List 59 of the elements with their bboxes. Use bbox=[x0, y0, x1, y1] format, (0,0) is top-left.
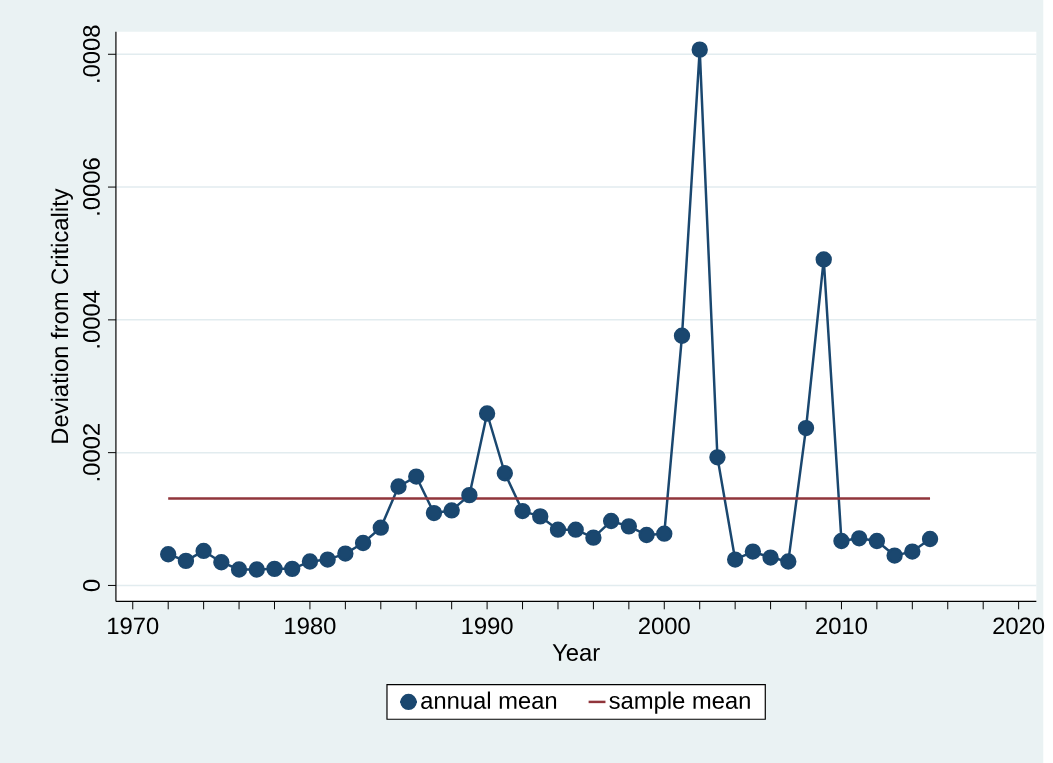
point bbox=[868, 532, 886, 550]
point bbox=[266, 560, 283, 578]
point bbox=[726, 551, 744, 568]
point bbox=[886, 547, 903, 564]
point bbox=[195, 542, 212, 560]
legend-label: annual mean bbox=[421, 691, 557, 710]
x-tick-label: 1970 bbox=[108, 617, 159, 635]
point bbox=[815, 251, 832, 268]
point bbox=[656, 525, 673, 542]
point bbox=[301, 553, 319, 570]
point bbox=[744, 543, 762, 560]
point bbox=[230, 561, 248, 578]
x-tick-label: 1990 bbox=[462, 617, 513, 635]
point bbox=[567, 521, 584, 538]
point bbox=[691, 41, 708, 58]
point bbox=[496, 465, 513, 482]
point bbox=[425, 504, 443, 522]
point bbox=[620, 518, 638, 535]
point bbox=[780, 553, 797, 570]
x-tick-label: 2010 bbox=[816, 617, 867, 635]
point bbox=[585, 529, 602, 546]
y-tick-label: .0004 bbox=[83, 290, 100, 348]
x-tick-label: 2000 bbox=[639, 617, 690, 635]
x-tick-label: 1980 bbox=[285, 617, 336, 635]
point bbox=[248, 561, 265, 578]
point bbox=[408, 468, 425, 485]
point bbox=[284, 560, 301, 578]
point bbox=[443, 502, 460, 519]
x-axis-title: Year bbox=[552, 644, 600, 662]
point bbox=[213, 554, 230, 571]
x-tick-label: 2020 bbox=[993, 617, 1045, 635]
y-axis-title: Deviation from Criticality bbox=[50, 188, 73, 443]
point bbox=[709, 449, 726, 466]
point bbox=[602, 512, 620, 530]
point bbox=[762, 549, 779, 566]
point bbox=[177, 552, 195, 570]
point bbox=[549, 521, 567, 538]
point bbox=[532, 508, 549, 525]
point bbox=[797, 419, 815, 437]
point bbox=[638, 526, 655, 544]
point bbox=[354, 534, 372, 552]
point bbox=[478, 405, 496, 422]
point bbox=[921, 530, 939, 548]
point bbox=[337, 545, 354, 562]
point bbox=[904, 543, 921, 560]
y-tick-label: .0006 bbox=[83, 158, 100, 215]
point bbox=[461, 487, 478, 504]
point bbox=[673, 327, 691, 345]
point bbox=[851, 530, 868, 547]
point bbox=[372, 519, 389, 536]
point bbox=[319, 551, 336, 568]
y-tick-label: 0 bbox=[83, 579, 100, 592]
legend-label: sample mean bbox=[609, 691, 750, 714]
point bbox=[160, 546, 177, 563]
point bbox=[833, 532, 850, 550]
y-tick-label: .0008 bbox=[83, 25, 100, 82]
point bbox=[390, 478, 407, 495]
y-tick-label: .0002 bbox=[83, 424, 100, 481]
point bbox=[514, 502, 531, 520]
